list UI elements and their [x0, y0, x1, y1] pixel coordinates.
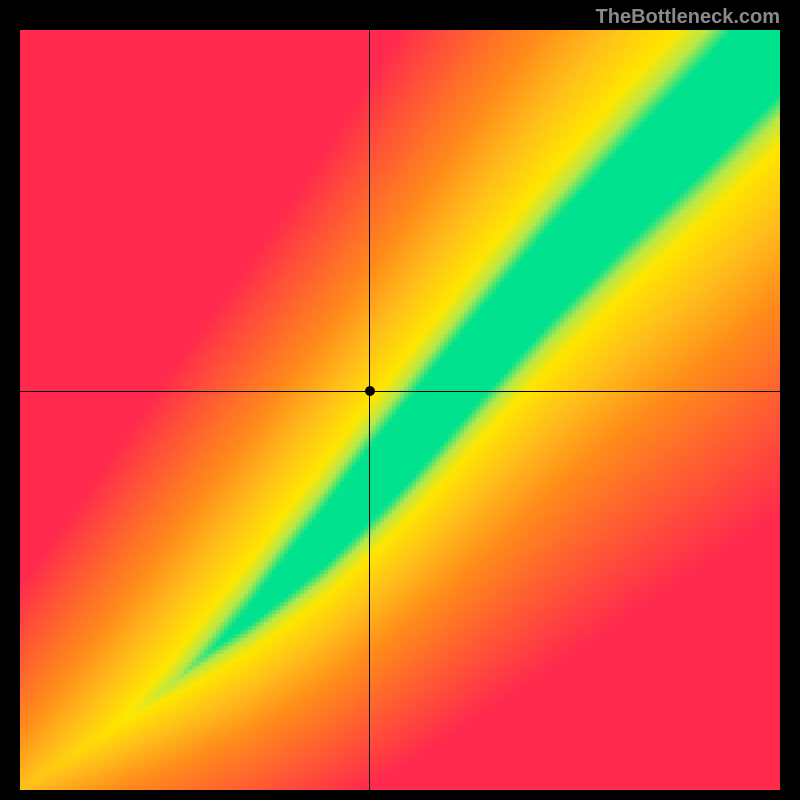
crosshair-horizontal — [20, 391, 780, 392]
chart-container: TheBottleneck.com — [0, 0, 800, 800]
crosshair-marker — [365, 386, 375, 396]
crosshair-vertical — [369, 30, 370, 790]
heatmap-plot — [20, 30, 780, 790]
heatmap-canvas — [20, 30, 780, 790]
watermark-text: TheBottleneck.com — [596, 6, 780, 29]
